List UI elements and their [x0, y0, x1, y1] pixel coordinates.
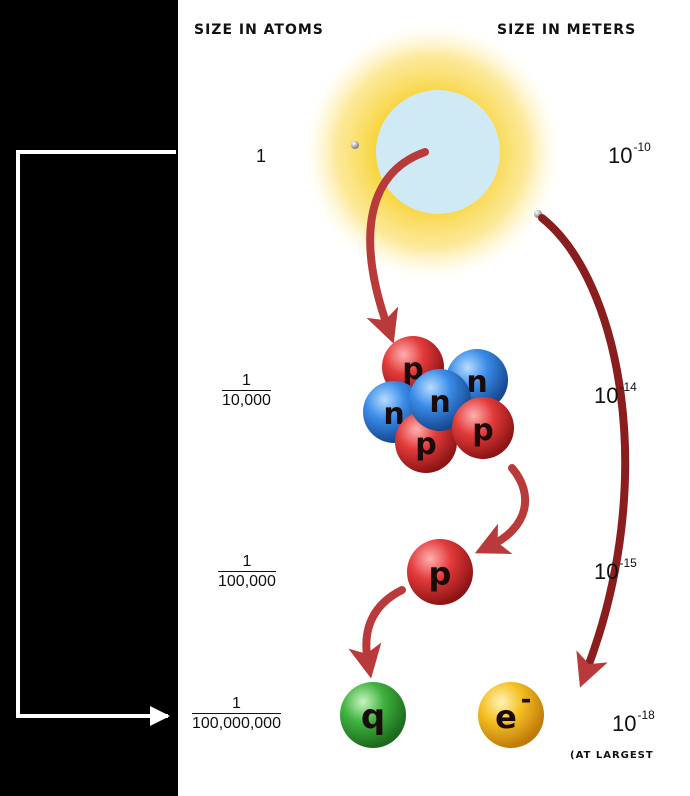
arrow-proton-to-quark — [348, 586, 406, 679]
arrow-nucleus-to-proton — [474, 464, 530, 554]
quark-label: q — [361, 697, 385, 737]
electron-charge: - — [521, 685, 532, 715]
zoom-arrows — [348, 148, 630, 688]
atoms-size-2: 1 10,000 — [222, 372, 271, 409]
proton-label: p — [429, 555, 452, 593]
neutron-label: n — [383, 397, 404, 432]
header-size-in-meters: SIZE IN METERS — [497, 22, 637, 38]
meters-size-4: 10-18 — [612, 708, 655, 736]
electron: e - — [478, 682, 544, 748]
proton-label: p — [472, 413, 493, 448]
meters-size-3: 10-15 — [594, 556, 637, 584]
electron-label: e — [495, 698, 517, 736]
atom — [304, 24, 560, 280]
single-proton: p — [407, 539, 473, 605]
meters-size-1: 10-10 — [608, 140, 651, 168]
arrow-atom-to-nucleus — [366, 148, 429, 344]
arrow-atom-to-electron — [538, 214, 630, 688]
header-size-in-atoms: SIZE IN ATOMS — [194, 22, 324, 38]
nucleus: n p n p n p — [363, 336, 514, 473]
meters-size-2: 10-14 — [594, 380, 637, 408]
quark: q — [340, 682, 406, 748]
atoms-size-1: 1 — [256, 146, 267, 166]
neutron-label: n — [429, 385, 450, 420]
proton-label: p — [415, 427, 436, 462]
proton — [452, 397, 514, 459]
bracket-arrow — [16, 150, 176, 726]
atoms-size-3: 1 100,000 — [218, 553, 276, 590]
atom-core — [376, 90, 500, 214]
meters-note: (AT LARGEST — [570, 750, 654, 761]
atoms-size-4: 1 100,000,000 — [192, 695, 281, 732]
electron-dot — [351, 141, 359, 149]
neutron-label: n — [466, 365, 487, 400]
